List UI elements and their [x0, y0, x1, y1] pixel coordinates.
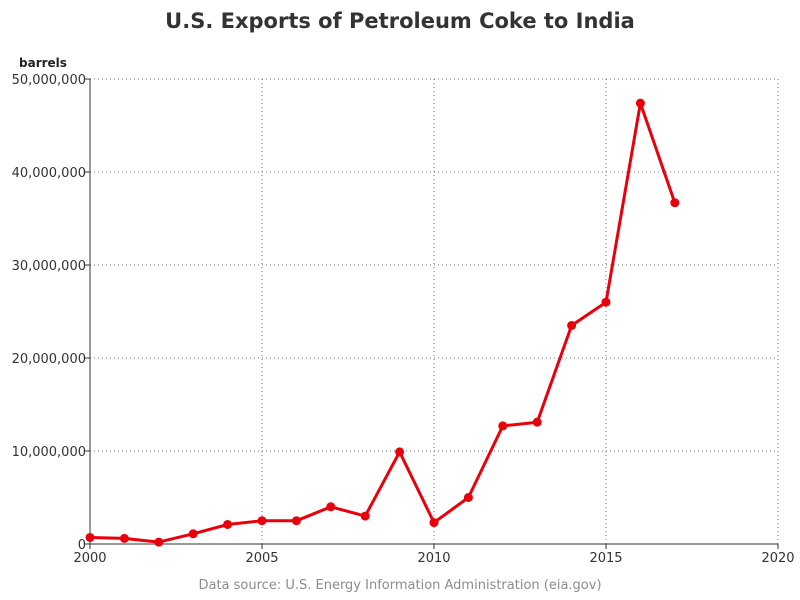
y-tick-label: 0	[78, 538, 86, 553]
data-point	[85, 532, 95, 542]
data-point	[223, 519, 233, 529]
x-tick-label: 2000	[73, 551, 106, 566]
data-point	[670, 198, 680, 208]
data-point	[326, 502, 336, 512]
data-point	[498, 421, 508, 431]
y-tick-label: 40,000,000	[12, 166, 86, 181]
data-point	[532, 417, 542, 427]
data-point	[601, 297, 611, 307]
series-line	[89, 101, 677, 544]
data-point	[154, 537, 164, 547]
data-point	[395, 447, 405, 457]
chart-title: U.S. Exports of Petroleum Coke to India	[165, 9, 635, 33]
y-tick-label: 50,000,000	[12, 73, 86, 88]
data-point	[635, 98, 645, 108]
data-point	[463, 493, 473, 502]
data-source-note: Data source: U.S. Energy Information Adm…	[198, 578, 602, 593]
y-tick-label: 30,000,000	[12, 259, 86, 274]
y-tick-label: 10,000,000	[12, 445, 86, 460]
x-tick-label: 2020	[761, 551, 794, 566]
data-point	[360, 511, 370, 521]
data-point	[119, 533, 129, 543]
data-point	[257, 516, 267, 526]
data-point	[429, 518, 439, 528]
data-point	[188, 529, 198, 539]
data-point	[291, 516, 301, 526]
x-tick-label: 2010	[417, 551, 450, 566]
y-axis-label: barrels	[19, 56, 67, 70]
y-tick-label: 20,000,000	[12, 352, 86, 367]
x-tick-label: 2015	[589, 551, 622, 566]
data-point	[567, 320, 577, 330]
x-tick-label: 2005	[245, 551, 278, 566]
